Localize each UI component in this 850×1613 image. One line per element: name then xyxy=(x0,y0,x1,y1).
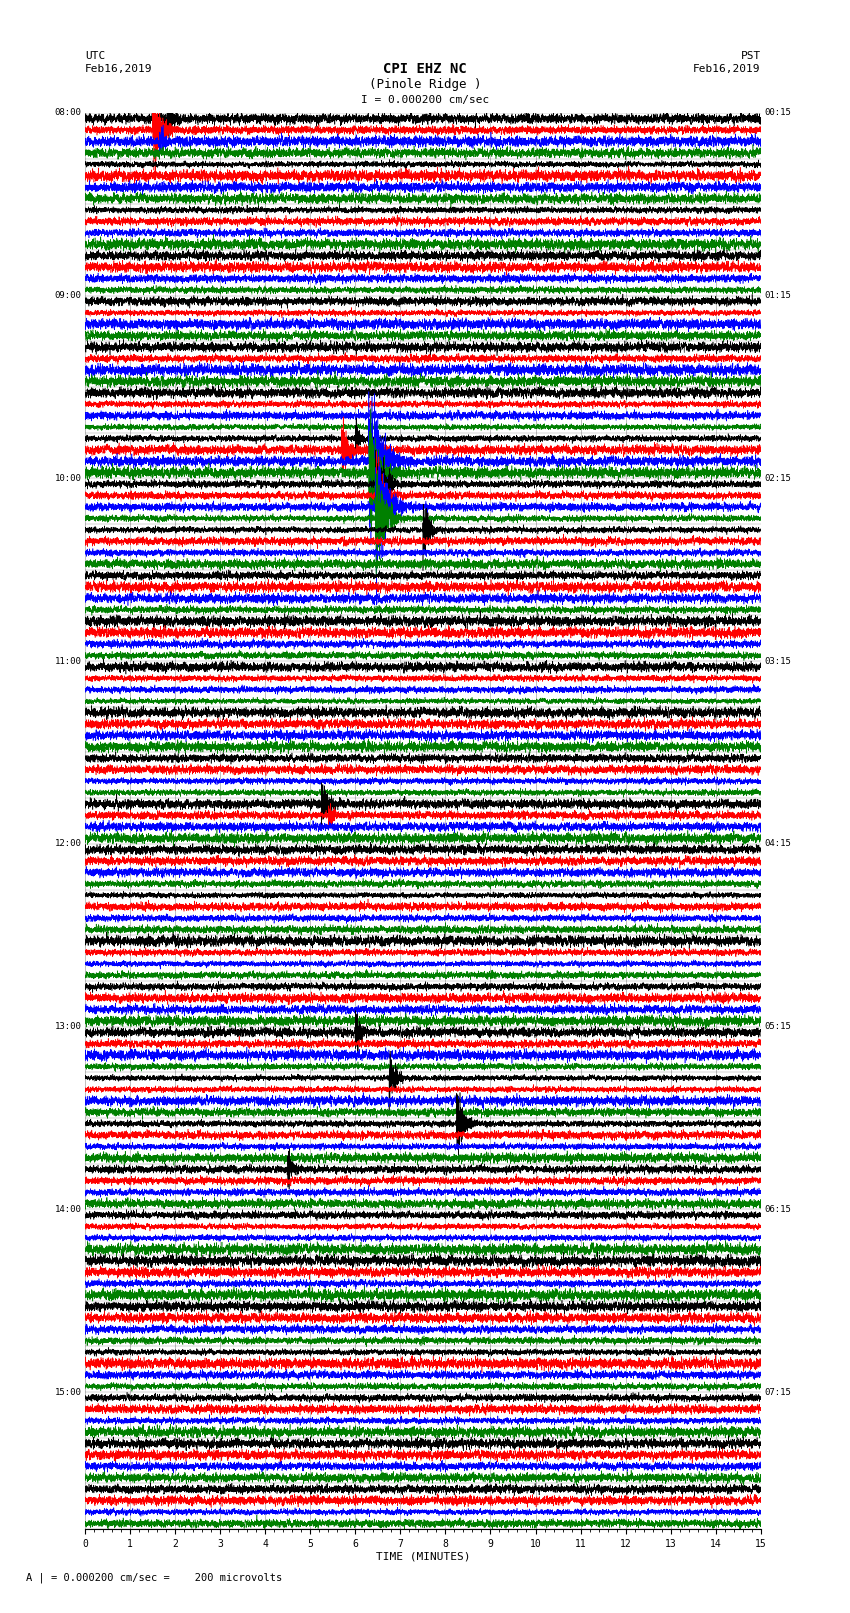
Text: 05:15: 05:15 xyxy=(764,1023,791,1031)
Text: 12:00: 12:00 xyxy=(54,839,82,848)
Text: Feb16,2019: Feb16,2019 xyxy=(694,65,761,74)
Text: Feb16,2019: Feb16,2019 xyxy=(85,65,152,74)
Text: 09:00: 09:00 xyxy=(54,292,82,300)
Text: 13:00: 13:00 xyxy=(54,1023,82,1031)
Text: 08:00: 08:00 xyxy=(54,108,82,118)
Text: 02:15: 02:15 xyxy=(764,474,791,482)
Text: 11:00: 11:00 xyxy=(54,656,82,666)
Text: 04:15: 04:15 xyxy=(764,839,791,848)
Text: CPI EHZ NC: CPI EHZ NC xyxy=(383,61,467,76)
Text: 01:15: 01:15 xyxy=(764,292,791,300)
Text: UTC: UTC xyxy=(85,52,105,61)
Text: 00:15: 00:15 xyxy=(764,108,791,118)
Text: I = 0.000200 cm/sec: I = 0.000200 cm/sec xyxy=(361,95,489,105)
Text: (Pinole Ridge ): (Pinole Ridge ) xyxy=(369,77,481,92)
Text: PST: PST xyxy=(740,52,761,61)
X-axis label: TIME (MINUTES): TIME (MINUTES) xyxy=(376,1552,470,1561)
Text: 06:15: 06:15 xyxy=(764,1205,791,1215)
Text: 15:00: 15:00 xyxy=(54,1387,82,1397)
Text: 03:15: 03:15 xyxy=(764,656,791,666)
Text: 14:00: 14:00 xyxy=(54,1205,82,1215)
Text: 10:00: 10:00 xyxy=(54,474,82,482)
Text: 07:15: 07:15 xyxy=(764,1387,791,1397)
Text: A | = 0.000200 cm/sec =    200 microvolts: A | = 0.000200 cm/sec = 200 microvolts xyxy=(26,1573,281,1582)
